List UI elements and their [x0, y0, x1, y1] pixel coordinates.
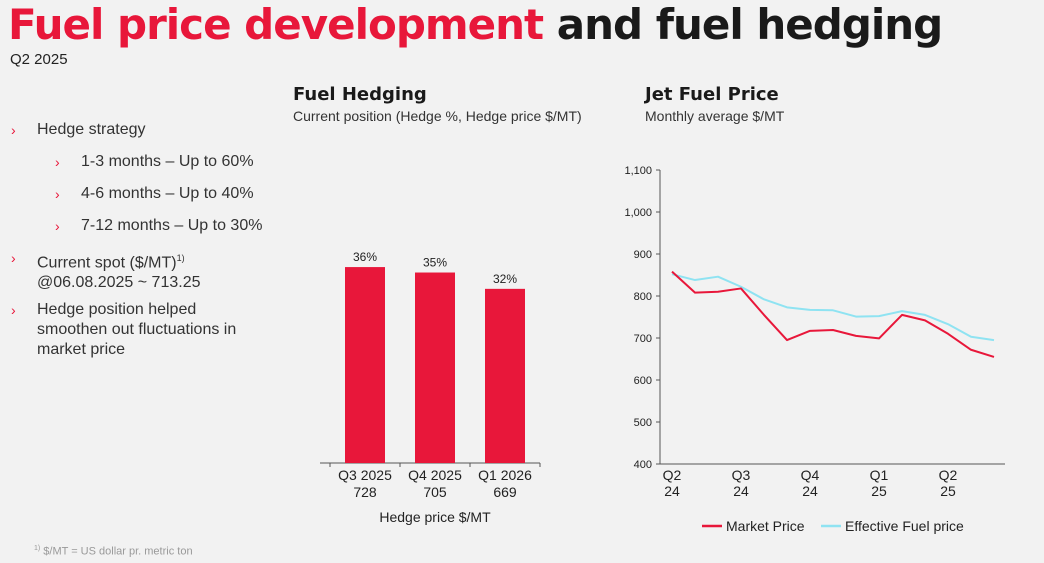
chevron-icon: ›	[11, 122, 16, 138]
legend-label: Effective Fuel price	[845, 518, 964, 534]
y-tick-label: 1,000	[624, 207, 652, 219]
bar-value-label: 35%	[423, 256, 447, 270]
category-price-label: 669	[493, 484, 517, 500]
bullet-text: 7-12 months – Up to 30%	[81, 217, 263, 234]
bullet-hedge-position: › Hedge position helped smoothen out flu…	[11, 300, 237, 360]
bullet-text: @06.08.2025 ~ 713.25	[37, 274, 201, 292]
y-tick-label: 400	[634, 459, 652, 471]
x-tick-label: 25	[871, 483, 887, 499]
page-title-accent: Fuel price development	[8, 0, 544, 49]
bullet-current-spot: › Current spot ($/MT)1) @06.08.2025 ~ 71…	[11, 248, 201, 293]
bullet-text: 1-3 months – Up to 60%	[81, 153, 254, 170]
y-tick-label: 600	[634, 375, 652, 387]
bar	[485, 288, 525, 463]
footnote: 1) $/MT = US dollar pr. metric ton	[34, 545, 193, 558]
x-tick-label: 24	[802, 483, 818, 499]
y-tick-label: 1,100	[624, 165, 652, 177]
category-label: Q4 2025	[408, 467, 462, 483]
y-tick-label: 800	[634, 291, 652, 303]
y-tick-label: 700	[634, 333, 652, 345]
page-title: Fuel price development and fuel hedging	[8, 0, 943, 49]
x-tick-label: Q4	[801, 467, 820, 483]
page-title-rest: and fuel hedging	[556, 0, 943, 49]
jet-fuel-line-chart: 4005006007008009001,0001,100Q224Q324Q424…	[624, 165, 1005, 534]
x-tick-label: Q2	[663, 467, 682, 483]
y-tick-label: 500	[634, 417, 652, 429]
sub-bullet-2: › 4-6 months – Up to 40%	[55, 184, 254, 204]
category-price-label: 705	[423, 484, 447, 500]
series-line	[671, 273, 995, 342]
chevron-icon: ›	[55, 154, 60, 170]
bullet-text: 4-6 months – Up to 40%	[81, 185, 254, 202]
bar-value-label: 36%	[353, 250, 377, 264]
bullet-text: market price	[37, 341, 126, 358]
bullet-text: Hedge strategy	[37, 121, 146, 138]
bar	[345, 267, 385, 463]
y-tick-label: 900	[634, 249, 652, 261]
x-tick-label: Q3	[732, 467, 751, 483]
category-label: Q1 2026	[478, 467, 532, 483]
bullet-text: smoothen out fluctuations in	[37, 321, 237, 338]
chevron-icon: ›	[55, 218, 60, 234]
footnote-marker: 1)	[34, 545, 41, 552]
jetfuel-title: Jet Fuel Price	[645, 84, 779, 105]
x-tick-label: Q2	[939, 467, 958, 483]
x-tick-label: 25	[940, 483, 956, 499]
sub-bullet-3: › 7-12 months – Up to 30%	[55, 216, 263, 236]
chevron-icon: ›	[11, 250, 16, 266]
bullet-text: Hedge position helped	[37, 301, 197, 318]
jetfuel-subtitle: Monthly average $/MT	[645, 108, 785, 124]
x-axis-title: Hedge price $/MT	[379, 509, 491, 525]
footnote-text: $/MT = US dollar pr. metric ton	[40, 545, 193, 558]
x-tick-label: Q1	[870, 467, 889, 483]
x-tick-label: 24	[664, 483, 680, 499]
category-label: Q3 2025	[338, 467, 392, 483]
page-date: Q2 2025	[10, 51, 68, 68]
legend-label: Market Price	[726, 518, 805, 534]
bar-value-label: 32%	[493, 272, 517, 286]
bullet-hedge-strategy: › Hedge strategy	[11, 120, 146, 140]
bullet-text: Current spot ($/MT)	[37, 254, 177, 272]
x-tick-label: 24	[733, 483, 749, 499]
sub-bullet-1: › 1-3 months – Up to 60%	[55, 152, 254, 172]
category-price-label: 728	[353, 484, 377, 500]
chevron-icon: ›	[55, 186, 60, 202]
chevron-icon: ›	[11, 302, 16, 318]
footnote-marker: 1)	[176, 253, 185, 263]
bar	[415, 272, 455, 463]
series-line	[671, 270, 995, 358]
hedging-title: Fuel Hedging	[293, 84, 427, 105]
hedging-subtitle: Current position (Hedge %, Hedge price $…	[293, 108, 582, 124]
